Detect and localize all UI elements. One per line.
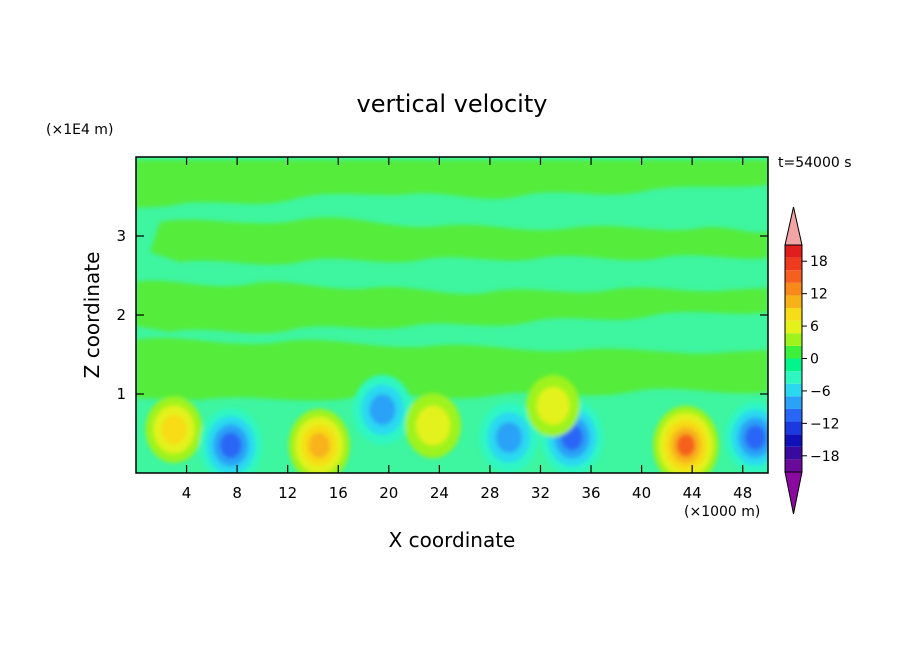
plot-area — [136, 157, 768, 473]
colorbar-segment — [785, 270, 802, 283]
colorbar-segment — [785, 308, 802, 321]
y-tick-label: 1 — [116, 385, 126, 403]
x-tick-label: 20 — [379, 484, 398, 502]
colorbar-segment — [785, 282, 802, 296]
colorbar-tick-label: −18 — [810, 449, 840, 465]
x-tick-label: 48 — [733, 484, 752, 502]
x-axis-label: X coordinate — [389, 528, 516, 552]
contour-level — [219, 432, 242, 459]
colorbar-tick-label: 18 — [810, 254, 828, 270]
colorbar: 18 12 6 0 −6 −12 −18 — [784, 206, 840, 515]
x-tick-label: 4 — [182, 484, 192, 502]
contour-level — [495, 421, 522, 453]
colorbar-segment — [785, 358, 802, 372]
green-band — [136, 280, 768, 334]
x-tick-label: 16 — [329, 484, 348, 502]
x-tick-label: 12 — [278, 484, 297, 502]
colorbar-tick-label: 6 — [810, 319, 819, 335]
x-tick-label: 24 — [430, 484, 449, 502]
colorbar-tick-label: 12 — [810, 287, 828, 303]
colorbar-segment — [785, 345, 802, 359]
contour-level — [536, 386, 570, 425]
colorbar-segment — [785, 421, 802, 435]
x-tick-label: 32 — [531, 484, 550, 502]
background-texture — [136, 160, 768, 401]
colorbar-under-triangle — [784, 471, 803, 515]
x-axis-ticks: 4 8 12 16 20 24 28 32 36 40 44 48 — [182, 157, 752, 502]
x-tick-label: 36 — [581, 484, 600, 502]
x-tick-label: 28 — [480, 484, 499, 502]
y-tick-label: 2 — [116, 306, 126, 324]
chart-title: vertical velocity — [357, 90, 548, 118]
green-band — [136, 160, 768, 208]
colorbar-segment — [785, 295, 802, 309]
time-label: t=54000 s — [778, 155, 852, 171]
colorbar-segment — [785, 434, 802, 447]
colorbar-segment — [785, 408, 802, 422]
colorbar-segment — [785, 396, 802, 409]
colorbar-segment — [785, 257, 802, 271]
y-axis-label: Z coordinate — [80, 252, 104, 379]
colorbar-tick-label: 0 — [810, 352, 819, 368]
colorbar-segment — [785, 446, 802, 460]
green-band — [136, 337, 768, 401]
contour-level — [676, 434, 696, 457]
x-tick-label: 40 — [632, 484, 651, 502]
colorbar-segment — [785, 459, 802, 472]
colorbar-segment — [785, 320, 802, 334]
colorbar-tick-label: −6 — [810, 384, 831, 400]
colorbar-segment — [785, 371, 802, 384]
colorbar-segment — [785, 245, 802, 258]
contour-level — [744, 425, 766, 450]
contour-field — [145, 374, 768, 473]
x-tick-label: 44 — [683, 484, 702, 502]
colorbar-tick-label: −12 — [810, 416, 840, 432]
colorbar-segment — [785, 333, 802, 346]
contour-level — [161, 414, 187, 445]
y-axis-ticks: 1 2 3 — [116, 227, 768, 403]
x-tick-label: 8 — [232, 484, 242, 502]
y-unit-label: (×1E4 m) — [46, 122, 113, 138]
contour-level — [415, 405, 451, 446]
y-tick-label: 3 — [116, 227, 126, 245]
green-band — [150, 217, 768, 265]
x-unit-label: (×1000 m) — [684, 504, 760, 520]
colorbar-segment — [785, 383, 802, 397]
contour-level — [369, 394, 396, 426]
contour-level — [308, 432, 330, 459]
colorbar-over-triangle — [784, 206, 803, 246]
